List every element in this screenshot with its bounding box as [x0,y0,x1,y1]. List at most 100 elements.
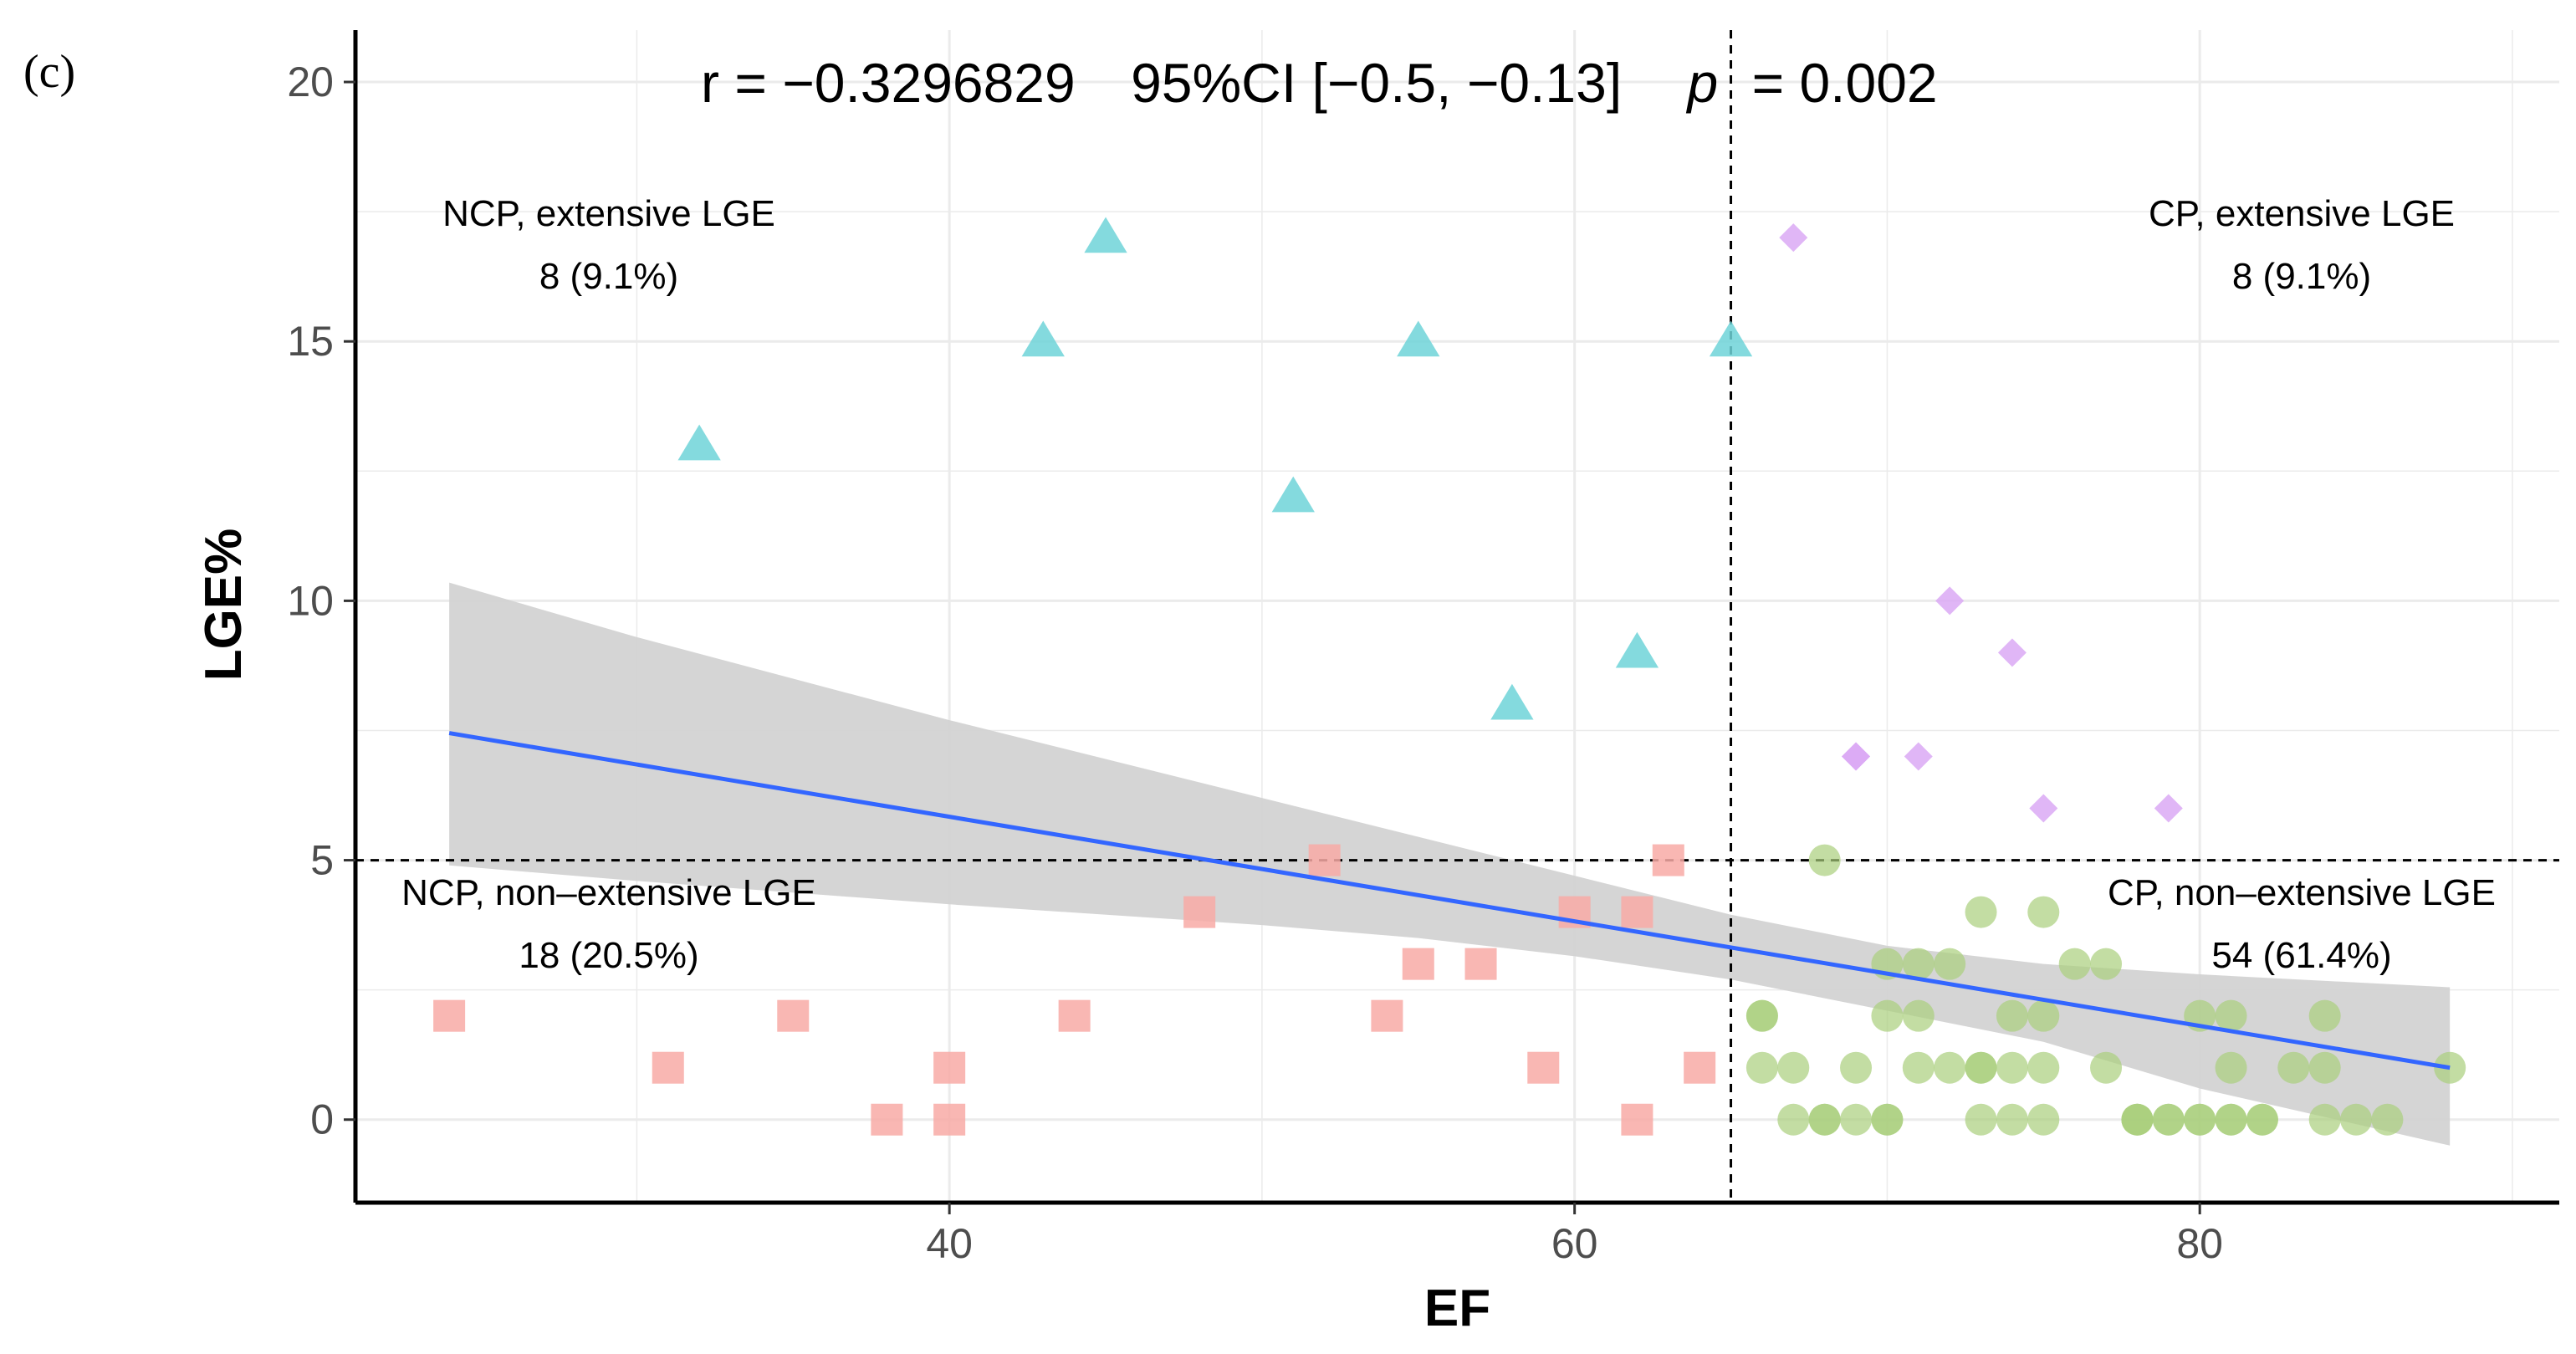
diamond-point [1779,223,1808,253]
quadrant-count: 18 (20.5%) [519,935,698,976]
circle-point [1777,1051,1810,1084]
quadrant-label-cp-extensive: CP, extensive LGE 8 (9.1%) [2149,193,2455,297]
square-point [777,999,810,1032]
y-tick-label: 0 [310,1096,334,1143]
y-tick-label: 20 [287,59,334,105]
square-point [933,1051,966,1084]
square-point [1402,948,1434,980]
circle-point [1745,999,1778,1032]
triangle-point [1271,476,1315,513]
quadrant-title: CP, extensive LGE [2149,193,2455,234]
diamond-point [1904,742,1933,771]
circle-point [2371,1103,2404,1136]
square-point [1464,948,1497,980]
circle-point [2121,1103,2154,1136]
y-tick-label: 15 [287,318,334,365]
square-point [1183,896,1216,928]
diamond-point [1842,742,1871,771]
circle-point [2152,1103,2185,1136]
triangle-point [1490,683,1534,720]
circle-point [1777,1103,1810,1136]
circle-point [1934,1051,1966,1084]
circle-point [1902,999,1935,1032]
square-point [1621,1103,1653,1136]
quadrant-count: 8 (9.1%) [539,256,678,297]
triangle-point [1021,320,1065,357]
circle-point [1808,1103,1841,1136]
diamond-point [2029,794,2058,823]
x-tick-label: 40 [926,1220,973,1267]
circle-point [1902,1051,1935,1084]
circle-point [1934,948,1966,980]
quadrant-title: NCP, non–extensive LGE [401,872,816,913]
y-axis-title: LGE% [195,529,253,682]
circle-point [1902,948,1935,980]
quadrant-label-ncp-extensive: NCP, extensive LGE 8 (9.1%) [442,193,775,297]
circle-point [2090,948,2123,980]
x-axis-title: EF [1424,1280,1490,1337]
circle-point [2090,1051,2123,1084]
circle-point [1996,1051,2028,1084]
panel-label: (c) [23,46,75,98]
confidence-interval: 95%CI [−0.5, −0.13] [1131,52,1622,114]
circle-point [2027,999,2060,1032]
tick-labels: 40 60 80 0 5 10 15 20 [287,59,2223,1267]
y-tick-label: 10 [287,577,334,624]
confidence-band [449,582,2451,1146]
triangle-point [1397,320,1440,357]
circle-point [2246,1103,2278,1136]
circle-point [2340,1103,2373,1136]
circle-point [2215,1103,2247,1136]
square-point [652,1051,684,1084]
square-point [433,999,466,1032]
circle-point [1871,1103,1904,1136]
circle-point [2184,1103,2216,1136]
circle-point [2215,999,2247,1032]
triangle-point [1084,217,1127,253]
circle-point [2308,999,2341,1032]
circle-point [1840,1051,1873,1084]
circle-point [2308,1103,2341,1136]
square-point [1652,844,1684,876]
circle-point [2027,1051,2060,1084]
triangle-point [1615,631,1659,668]
x-tick-label: 80 [2176,1220,2223,1267]
quadrant-title: CP, non–extensive LGE [2108,872,2496,913]
threshold-lines [355,30,2559,1203]
circle-point [1965,1103,1997,1136]
correlation-annotation: r = −0.3296829 95%CI [−0.5, −0.13] p = 0… [701,52,1938,114]
quadrant-label-ncp-nonextensive: NCP, non–extensive LGE 18 (20.5%) [401,872,816,976]
circle-point [1965,896,1997,928]
circle-point [1996,1103,2028,1136]
triangle-point [677,424,721,461]
y-tick-label: 5 [310,837,334,884]
quadrant-label-cp-nonextensive: CP, non–extensive LGE 54 (61.4%) [2108,872,2496,976]
triangle-point [1709,320,1753,357]
circle-point [2027,896,2060,928]
regression-line [448,731,2451,1070]
diamond-point [1935,586,1965,616]
x-tick-label: 60 [1551,1220,1598,1267]
diamond-point [2154,794,2183,823]
quadrant-count: 54 (61.4%) [2211,935,2391,976]
square-point [1371,999,1403,1032]
square-point [933,1103,966,1136]
circle-point [1808,844,1841,876]
quadrant-count: 8 (9.1%) [2232,256,2371,297]
square-point [1621,896,1653,928]
circle-point [2277,1051,2310,1084]
circle-point [2058,948,2091,980]
circle-point [1840,1103,1873,1136]
circle-point [2215,1051,2247,1084]
diamond-point [1997,638,2027,667]
square-point [1058,999,1091,1032]
square-point [1308,844,1341,876]
r-value: r = −0.3296829 [701,52,1076,114]
data-points [433,217,2466,1136]
circle-point [1871,999,1904,1032]
regression-fit-line [448,731,2451,1070]
circle-point [2308,1051,2341,1084]
circle-point [1996,999,2028,1032]
circle-point [1745,1051,1778,1084]
